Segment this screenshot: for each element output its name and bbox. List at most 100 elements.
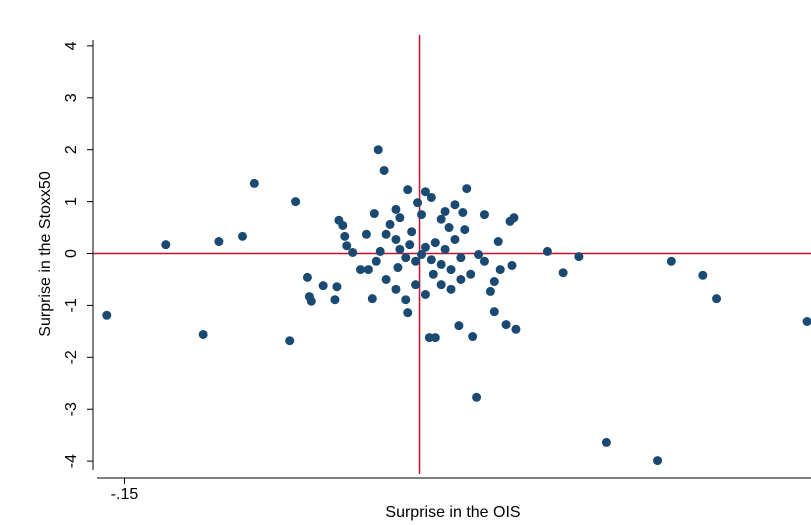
y-tick-label: 3 bbox=[63, 93, 80, 102]
point bbox=[505, 216, 515, 226]
point bbox=[712, 294, 722, 304]
point bbox=[436, 280, 446, 290]
point bbox=[249, 178, 259, 188]
y-tick-label: 4 bbox=[63, 41, 80, 50]
point bbox=[348, 247, 358, 257]
point bbox=[381, 274, 391, 284]
point bbox=[417, 250, 427, 260]
point bbox=[454, 321, 464, 331]
point bbox=[371, 256, 381, 266]
point bbox=[558, 268, 568, 278]
point bbox=[440, 206, 450, 216]
point bbox=[393, 263, 403, 273]
point bbox=[507, 260, 517, 270]
point bbox=[161, 240, 171, 250]
y-tick-label: -1 bbox=[63, 298, 80, 312]
point bbox=[495, 265, 505, 275]
point bbox=[472, 392, 482, 402]
point bbox=[420, 290, 430, 300]
point bbox=[489, 277, 499, 287]
point bbox=[391, 284, 401, 294]
point bbox=[653, 456, 663, 466]
point bbox=[401, 295, 411, 305]
point bbox=[379, 165, 389, 175]
point bbox=[291, 197, 301, 207]
point bbox=[420, 187, 430, 197]
point bbox=[489, 307, 499, 317]
point bbox=[430, 238, 440, 248]
point bbox=[391, 234, 401, 244]
point bbox=[420, 242, 430, 252]
point bbox=[466, 269, 476, 279]
point bbox=[411, 256, 421, 266]
point bbox=[405, 240, 415, 250]
point bbox=[444, 223, 454, 233]
point bbox=[401, 253, 411, 263]
point bbox=[381, 229, 391, 239]
point bbox=[450, 200, 460, 210]
y-tick-label: 2 bbox=[63, 145, 80, 154]
point bbox=[462, 184, 472, 194]
x-tick-label: -.15 bbox=[111, 486, 139, 503]
point bbox=[285, 336, 295, 346]
y-tick-label: -3 bbox=[63, 402, 80, 416]
point bbox=[332, 282, 342, 292]
point bbox=[426, 192, 436, 202]
point bbox=[340, 231, 350, 241]
point bbox=[460, 225, 470, 235]
point bbox=[373, 145, 383, 155]
point bbox=[493, 237, 503, 247]
point bbox=[426, 255, 436, 265]
point bbox=[198, 329, 208, 339]
point bbox=[474, 250, 484, 260]
point bbox=[501, 320, 511, 330]
point bbox=[511, 324, 521, 334]
point bbox=[318, 281, 328, 291]
point bbox=[802, 316, 811, 326]
point bbox=[395, 244, 405, 254]
point bbox=[367, 294, 377, 304]
y-axis-title: Surprise in the Stoxx50 bbox=[37, 171, 54, 337]
point bbox=[456, 274, 466, 284]
point bbox=[574, 252, 584, 262]
point bbox=[430, 333, 440, 343]
point bbox=[458, 207, 468, 217]
point bbox=[436, 214, 446, 224]
point bbox=[601, 437, 611, 447]
point bbox=[485, 286, 495, 296]
point bbox=[391, 204, 401, 214]
point bbox=[417, 210, 427, 220]
point bbox=[403, 308, 413, 318]
point bbox=[102, 310, 112, 320]
point bbox=[375, 246, 385, 256]
x-axis-title: Surprise in the OIS bbox=[385, 504, 520, 521]
point bbox=[330, 295, 340, 305]
point bbox=[666, 256, 676, 266]
point bbox=[450, 234, 460, 244]
point bbox=[411, 280, 421, 290]
y-tick-label: -4 bbox=[63, 454, 80, 468]
point bbox=[363, 265, 373, 275]
point bbox=[479, 210, 489, 220]
point bbox=[456, 253, 466, 263]
y-tick-label: 1 bbox=[63, 197, 80, 206]
point bbox=[428, 269, 438, 279]
point bbox=[369, 209, 379, 219]
point bbox=[479, 256, 489, 266]
point bbox=[436, 259, 446, 269]
point bbox=[302, 272, 312, 282]
point bbox=[413, 198, 423, 208]
point bbox=[338, 220, 348, 230]
point bbox=[446, 265, 456, 275]
point bbox=[542, 246, 552, 256]
point bbox=[403, 185, 413, 195]
point bbox=[698, 270, 708, 280]
point bbox=[238, 231, 248, 241]
point bbox=[440, 244, 450, 254]
point bbox=[356, 265, 366, 275]
y-tick-label: -2 bbox=[63, 350, 80, 364]
point bbox=[407, 227, 417, 237]
point bbox=[385, 219, 395, 229]
point bbox=[342, 241, 352, 251]
